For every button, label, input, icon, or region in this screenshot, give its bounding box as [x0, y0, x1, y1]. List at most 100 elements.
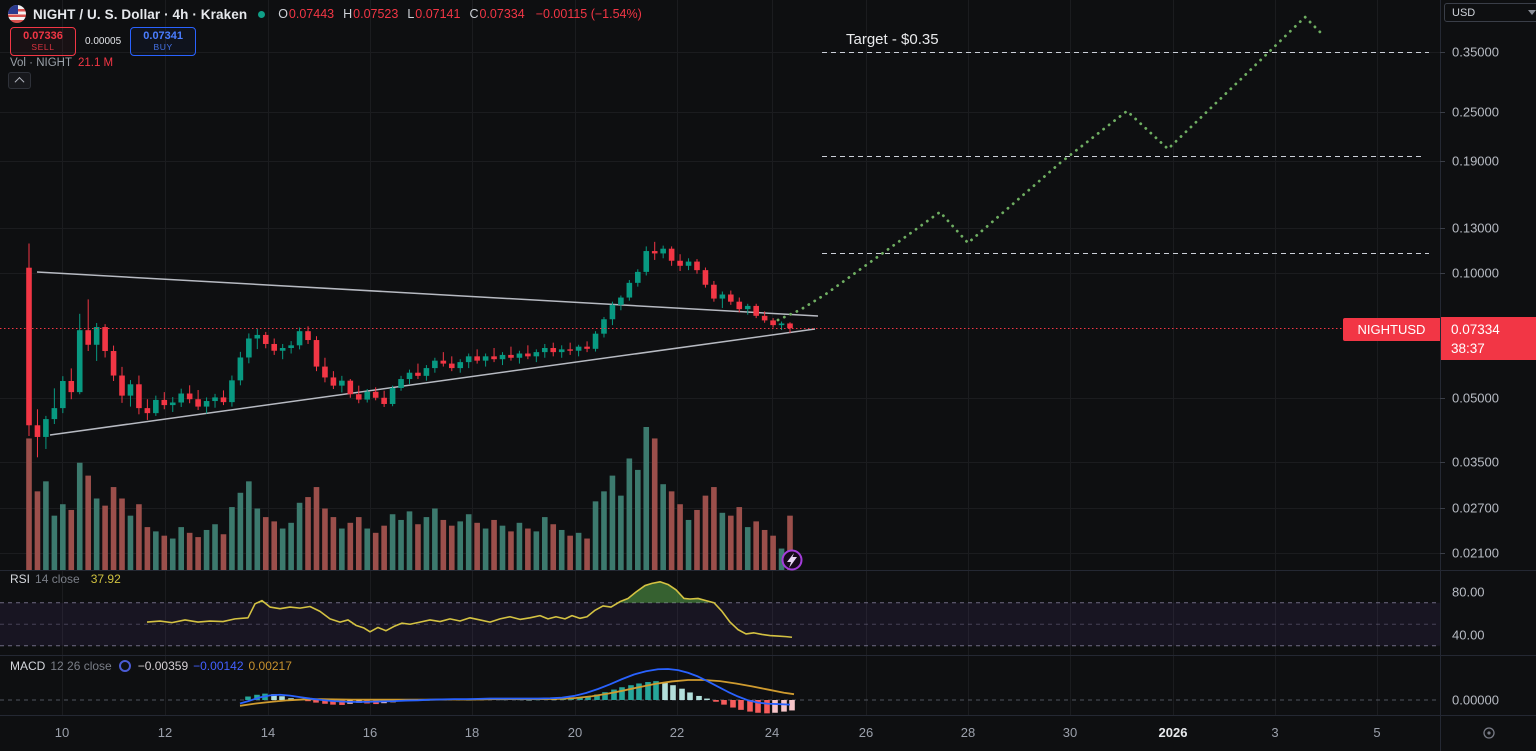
candle-body: [85, 330, 91, 345]
trade-buttons: 0.07336 SELL 0.00005 0.07341 BUY: [10, 27, 197, 56]
volume-bar: [685, 519, 692, 570]
candle-body: [322, 366, 328, 378]
candle-body: [533, 352, 540, 357]
volume-bar: [355, 517, 362, 570]
currency-selector[interactable]: USD: [1444, 3, 1536, 22]
time-axis[interactable]: 10 12 14 16 18 20 22 24 26 28 30 2026 3 5: [0, 715, 1536, 751]
macd-hist-bar: [730, 700, 736, 708]
candle-body: [51, 408, 58, 420]
time-tick-label[interactable]: 3: [1271, 725, 1279, 740]
volume-bar: [102, 505, 108, 570]
volume-bar: [313, 487, 320, 570]
volume-bar: [465, 514, 472, 570]
macd-hist-bar: [611, 689, 617, 700]
time-tick-label[interactable]: 24: [764, 725, 780, 740]
candle-body: [110, 351, 117, 376]
volume-bar: [635, 469, 641, 570]
price-tick-label[interactable]: 0.02700: [1452, 500, 1499, 516]
volume-bar: [347, 522, 354, 570]
time-tick-label[interactable]: 16: [362, 725, 378, 740]
volume-bar: [178, 527, 185, 570]
price-tick-label[interactable]: 0.19000: [1452, 153, 1499, 169]
time-tick-label[interactable]: 2026: [1158, 725, 1188, 740]
candle-body: [601, 319, 607, 334]
rsi-value: 37.92: [90, 572, 121, 586]
volume-bar: [186, 532, 193, 570]
sell-button[interactable]: 0.07336 SELL: [10, 27, 76, 56]
time-tick-label[interactable]: 20: [567, 725, 583, 740]
collapse-header-button[interactable]: [8, 72, 31, 89]
rsi-tick-label[interactable]: 40.00: [1452, 627, 1485, 643]
volume-bar: [136, 504, 142, 570]
buy-button[interactable]: 0.07341 BUY: [130, 27, 197, 56]
price-axis[interactable]: USD 0.35000 0.25000 0.19000 0.13000 0.10000 0…: [1441, 0, 1536, 751]
candle-body: [787, 323, 793, 329]
volume-bar: [415, 524, 421, 570]
rsi-pane-legend[interactable]: RSI 14 close 37.92: [10, 572, 121, 586]
volume-bar: [203, 529, 210, 570]
candle-body: [161, 399, 168, 406]
price-tick-label[interactable]: 0.10000: [1452, 265, 1499, 281]
volume-bar: [153, 531, 159, 570]
volume-bar: [448, 525, 455, 570]
scroll-to-realtime-icon[interactable]: [1482, 726, 1496, 740]
time-tick-label[interactable]: 14: [260, 725, 276, 740]
macd-tick-label[interactable]: 0.00000: [1452, 692, 1499, 708]
macd-hist-bar: [288, 698, 294, 700]
macd-hist-bar: [330, 700, 336, 705]
candle-body: [339, 380, 345, 386]
volume-bar: [161, 535, 168, 570]
price-tick-label[interactable]: 0.05000: [1452, 390, 1499, 406]
price-tick-label[interactable]: 0.35000: [1452, 44, 1499, 60]
volume-bar: [601, 491, 607, 570]
candle-body: [474, 356, 480, 361]
macd-hist-bar: [568, 698, 574, 700]
candle-body: [558, 349, 565, 353]
candle-body: [262, 334, 269, 344]
volume-bar: [609, 475, 616, 570]
time-tick-label[interactable]: 28: [960, 725, 976, 740]
candle-body: [457, 362, 464, 369]
candle-body: [567, 349, 573, 351]
time-tick-label[interactable]: 10: [54, 725, 70, 740]
price-tick-label[interactable]: 0.25000: [1452, 104, 1499, 120]
candle-body: [575, 346, 582, 351]
time-tick-label[interactable]: 26: [858, 725, 874, 740]
candle-body: [499, 354, 506, 360]
volume-bar: [26, 438, 32, 570]
candle-body: [271, 343, 278, 351]
candle-body: [60, 381, 66, 409]
macd-line-value: −0.00142: [193, 659, 244, 673]
market-open-dot-icon: [258, 10, 266, 18]
rsi-params: 14 close: [35, 572, 80, 586]
price-tick-label[interactable]: 0.02100: [1452, 545, 1499, 561]
macd-hist-bar: [747, 700, 753, 712]
volume-bar: [787, 515, 793, 570]
candle-body: [761, 315, 768, 321]
volume-bar: [482, 528, 489, 570]
time-tick-label[interactable]: 18: [464, 725, 480, 740]
macd-params: 12 26 close: [50, 659, 112, 673]
target-annotation-label[interactable]: Target - $0.35: [846, 31, 939, 48]
rsi-tick-label[interactable]: 80.00: [1452, 584, 1485, 600]
candle-body: [541, 348, 548, 353]
macd-hist-bar: [279, 696, 285, 700]
price-tick-label[interactable]: 0.13000: [1452, 220, 1499, 236]
candle-body: [203, 401, 210, 407]
volume-bar: [516, 522, 523, 570]
last-price-value: 0.07334: [1451, 322, 1500, 337]
volume-bar: [372, 532, 379, 570]
time-tick-label[interactable]: 5: [1373, 725, 1381, 740]
candle-body: [677, 260, 683, 266]
projection-path: [776, 15, 1324, 322]
time-tick-label[interactable]: 12: [157, 725, 173, 740]
candle-body: [643, 251, 650, 272]
time-tick-label[interactable]: 22: [669, 725, 685, 740]
symbol-title[interactable]: NIGHT / U. S. Dollar · 4h · Kraken: [33, 6, 248, 22]
volume-bar: [381, 525, 387, 570]
time-tick-label[interactable]: 30: [1062, 725, 1078, 740]
candle-body: [296, 331, 303, 346]
macd-pane-legend[interactable]: MACD 12 26 close −0.00359 −0.00142 0.002…: [10, 659, 292, 673]
price-tick-label[interactable]: 0.03500: [1452, 454, 1499, 470]
